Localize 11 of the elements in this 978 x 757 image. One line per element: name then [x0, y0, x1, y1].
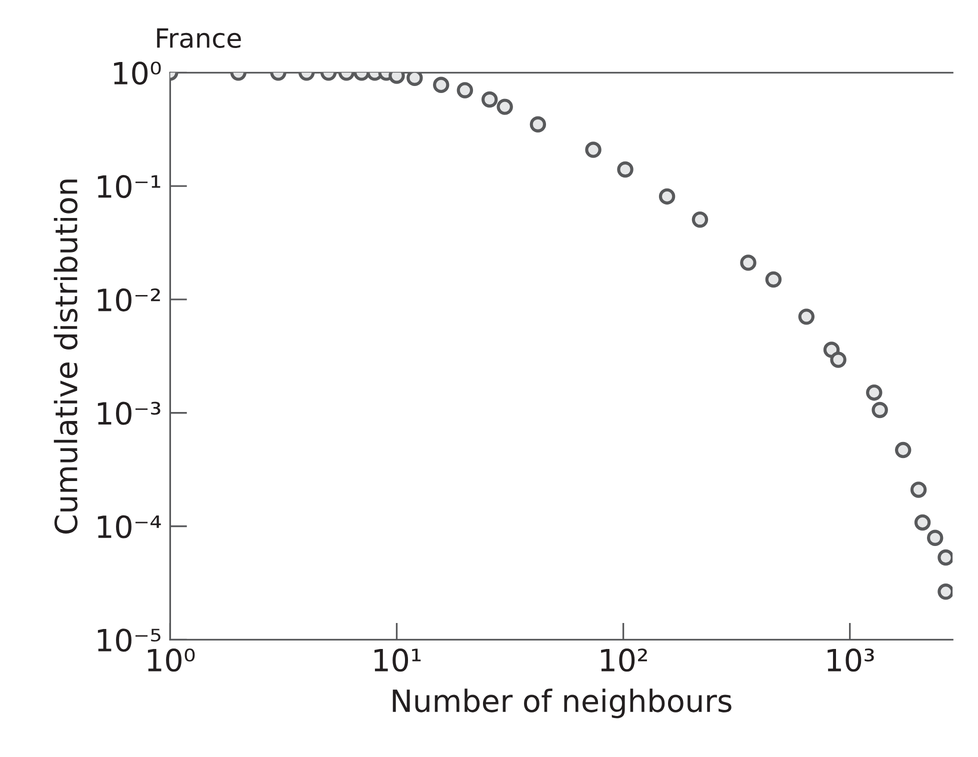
- x-tick-label: 10³: [828, 648, 874, 672]
- y-tick-label: 10⁻¹: [98, 175, 160, 198]
- y-tick-label: 10⁻²: [98, 288, 160, 312]
- x-tick-label: 10¹: [374, 648, 421, 672]
- y-tick-label: 10⁰: [114, 62, 161, 85]
- x-axis-title: Number of neighbours: [392, 688, 732, 718]
- y-tick-label: 10⁻⁴: [98, 515, 161, 538]
- y-axis-title: Cumulative distribution: [54, 180, 78, 534]
- chart-title: France: [157, 28, 241, 48]
- y-tick-label: 10⁻³: [98, 402, 160, 425]
- x-tick-label: 10²: [601, 648, 647, 672]
